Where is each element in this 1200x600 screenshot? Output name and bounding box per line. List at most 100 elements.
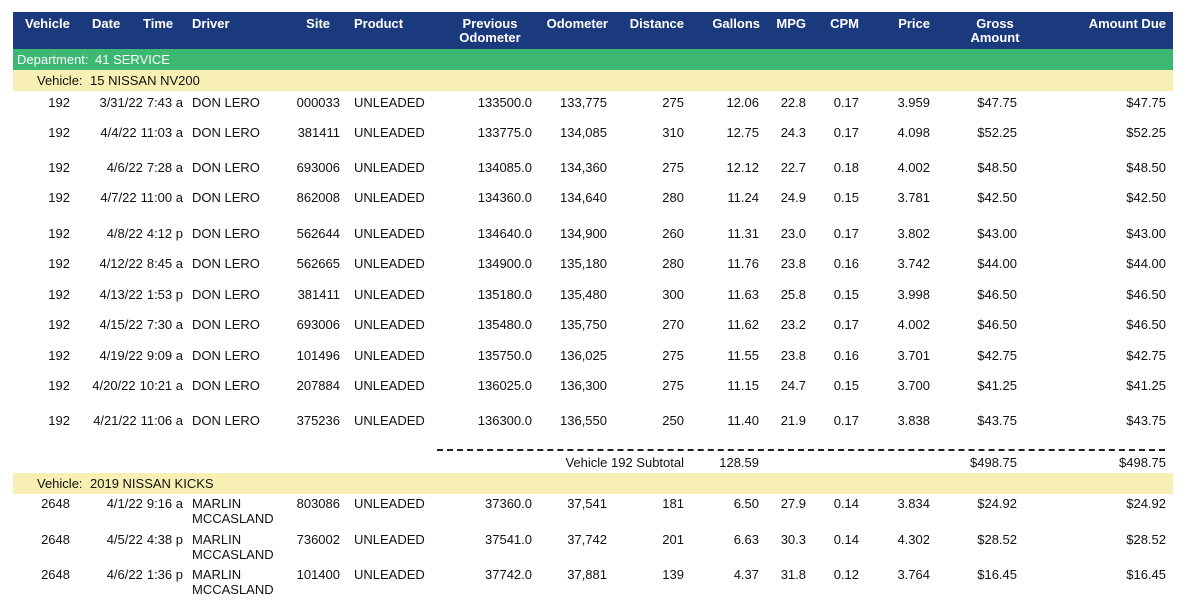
cell: 139 xyxy=(662,567,684,582)
cell: 11.63 xyxy=(727,287,759,302)
cell: $43.00 xyxy=(977,226,1017,241)
cell: 134640.0 xyxy=(477,226,532,241)
cell: DON LERO xyxy=(192,95,260,110)
date-time: 4/4/22 11:03 a xyxy=(83,125,183,140)
cell: UNLEADED xyxy=(354,348,425,363)
cell: $48.50 xyxy=(1126,160,1166,175)
cell: 192 xyxy=(48,287,70,302)
cell: 3.701 xyxy=(897,348,930,363)
cell: DON LERO xyxy=(192,190,260,205)
cell: 11.24 xyxy=(727,190,759,205)
cell: 22.8 xyxy=(780,95,806,110)
column-header: Product xyxy=(354,16,404,31)
time: 11:03 a xyxy=(140,125,183,140)
date: 3/31/22 xyxy=(99,95,143,110)
cell: 2648 xyxy=(41,496,70,511)
date: 4/21/22 xyxy=(93,413,137,428)
time: 7:30 a xyxy=(146,317,183,332)
cell: 192 xyxy=(48,256,70,271)
cell: 0.17 xyxy=(833,125,859,140)
cell: 24.3 xyxy=(780,125,806,140)
subtotal-gallons: 128.59 xyxy=(719,455,759,470)
date-time: 4/8/22 4:12 p xyxy=(83,226,183,241)
cell: 11.62 xyxy=(727,317,759,332)
cell: 134360.0 xyxy=(477,190,532,205)
cell: 693006 xyxy=(296,160,340,175)
cell: 0.15 xyxy=(833,378,859,393)
cell: 201 xyxy=(662,532,684,547)
cell: 3.959 xyxy=(897,95,930,110)
cell: UNLEADED xyxy=(354,226,425,241)
department-label: Department: xyxy=(17,52,89,67)
cell: 3.834 xyxy=(897,496,930,511)
cell: 3.742 xyxy=(897,256,930,271)
time: 8:45 a xyxy=(146,256,183,271)
cell: 134085.0 xyxy=(477,160,532,175)
time: 4:38 p xyxy=(146,532,183,547)
cell: 736002 xyxy=(296,532,340,547)
cell: 280 xyxy=(662,190,684,205)
cell: 0.17 xyxy=(833,413,859,428)
cell: 0.18 xyxy=(833,160,859,175)
date-time: 4/12/22 8:45 a xyxy=(83,256,183,271)
cell: 0.17 xyxy=(833,95,859,110)
cell: 192 xyxy=(48,317,70,332)
cell: 310 xyxy=(662,125,684,140)
cell: 12.12 xyxy=(726,160,759,175)
date-time: 4/6/22 7:28 a xyxy=(83,160,183,175)
cell: 133500.0 xyxy=(477,95,532,110)
cell: DON LERO xyxy=(192,317,260,332)
cell: 803086 xyxy=(296,496,340,511)
cell: 12.75 xyxy=(726,125,759,140)
cell: 192 xyxy=(48,226,70,241)
cell: UNLEADED xyxy=(354,287,425,302)
cell: $46.50 xyxy=(977,287,1017,302)
column-header: Site xyxy=(306,16,330,31)
time: 11:06 a xyxy=(140,413,183,428)
cell: UNLEADED xyxy=(354,317,425,332)
cell: 562644 xyxy=(296,226,340,241)
time: 11:00 a xyxy=(140,190,183,205)
subtotal-gross: $498.75 xyxy=(970,455,1017,470)
cell: UNLEADED xyxy=(354,413,425,428)
column-header: Odometer xyxy=(546,16,608,31)
subtotal-rule xyxy=(437,449,1165,451)
time: 4:12 p xyxy=(146,226,183,241)
cell: 24.9 xyxy=(780,190,806,205)
subtotal-label: Vehicle 192 Subtotal xyxy=(565,455,684,470)
cell: 207884 xyxy=(296,378,340,393)
cell: 11.76 xyxy=(727,256,759,271)
date-time: 4/7/22 11:00 a xyxy=(83,190,183,205)
cell: 12.06 xyxy=(726,95,759,110)
cell: 31.8 xyxy=(780,567,806,582)
cell: 30.3 xyxy=(780,532,806,547)
cell: $43.00 xyxy=(1126,226,1166,241)
subtotal-due: $498.75 xyxy=(1119,455,1166,470)
date-time: 4/21/22 11:06 a xyxy=(83,413,183,428)
date: 4/1/22 xyxy=(106,496,143,511)
cell: 192 xyxy=(48,190,70,205)
cell: 135180.0 xyxy=(477,287,532,302)
cell: 3.802 xyxy=(897,226,930,241)
cell: $46.50 xyxy=(977,317,1017,332)
vehicle-bar: Vehicle: 2019 NISSAN KICKS xyxy=(13,473,1173,494)
vehicle-bar: Vehicle: 15 NISSAN NV200 xyxy=(13,70,1173,91)
date: 4/20/22 xyxy=(92,378,136,393)
cell: 4.37 xyxy=(733,567,759,582)
cell: 192 xyxy=(48,413,70,428)
cell: $16.45 xyxy=(1126,567,1166,582)
cell: $44.00 xyxy=(1126,256,1166,271)
cell: 23.0 xyxy=(780,226,806,241)
cell: 4.002 xyxy=(897,160,930,175)
cell: MARLIN MCCASLAND xyxy=(192,532,274,562)
header-bar xyxy=(13,12,1173,49)
cell: $44.00 xyxy=(977,256,1017,271)
cell: DON LERO xyxy=(192,125,260,140)
cell: 135750.0 xyxy=(477,348,532,363)
cell: 133,775 xyxy=(560,95,607,110)
cell: UNLEADED xyxy=(354,378,425,393)
cell: UNLEADED xyxy=(354,160,425,175)
column-header: Previous Odometer xyxy=(459,16,521,45)
cell: 862008 xyxy=(296,190,340,205)
date: 4/6/22 xyxy=(106,160,143,175)
